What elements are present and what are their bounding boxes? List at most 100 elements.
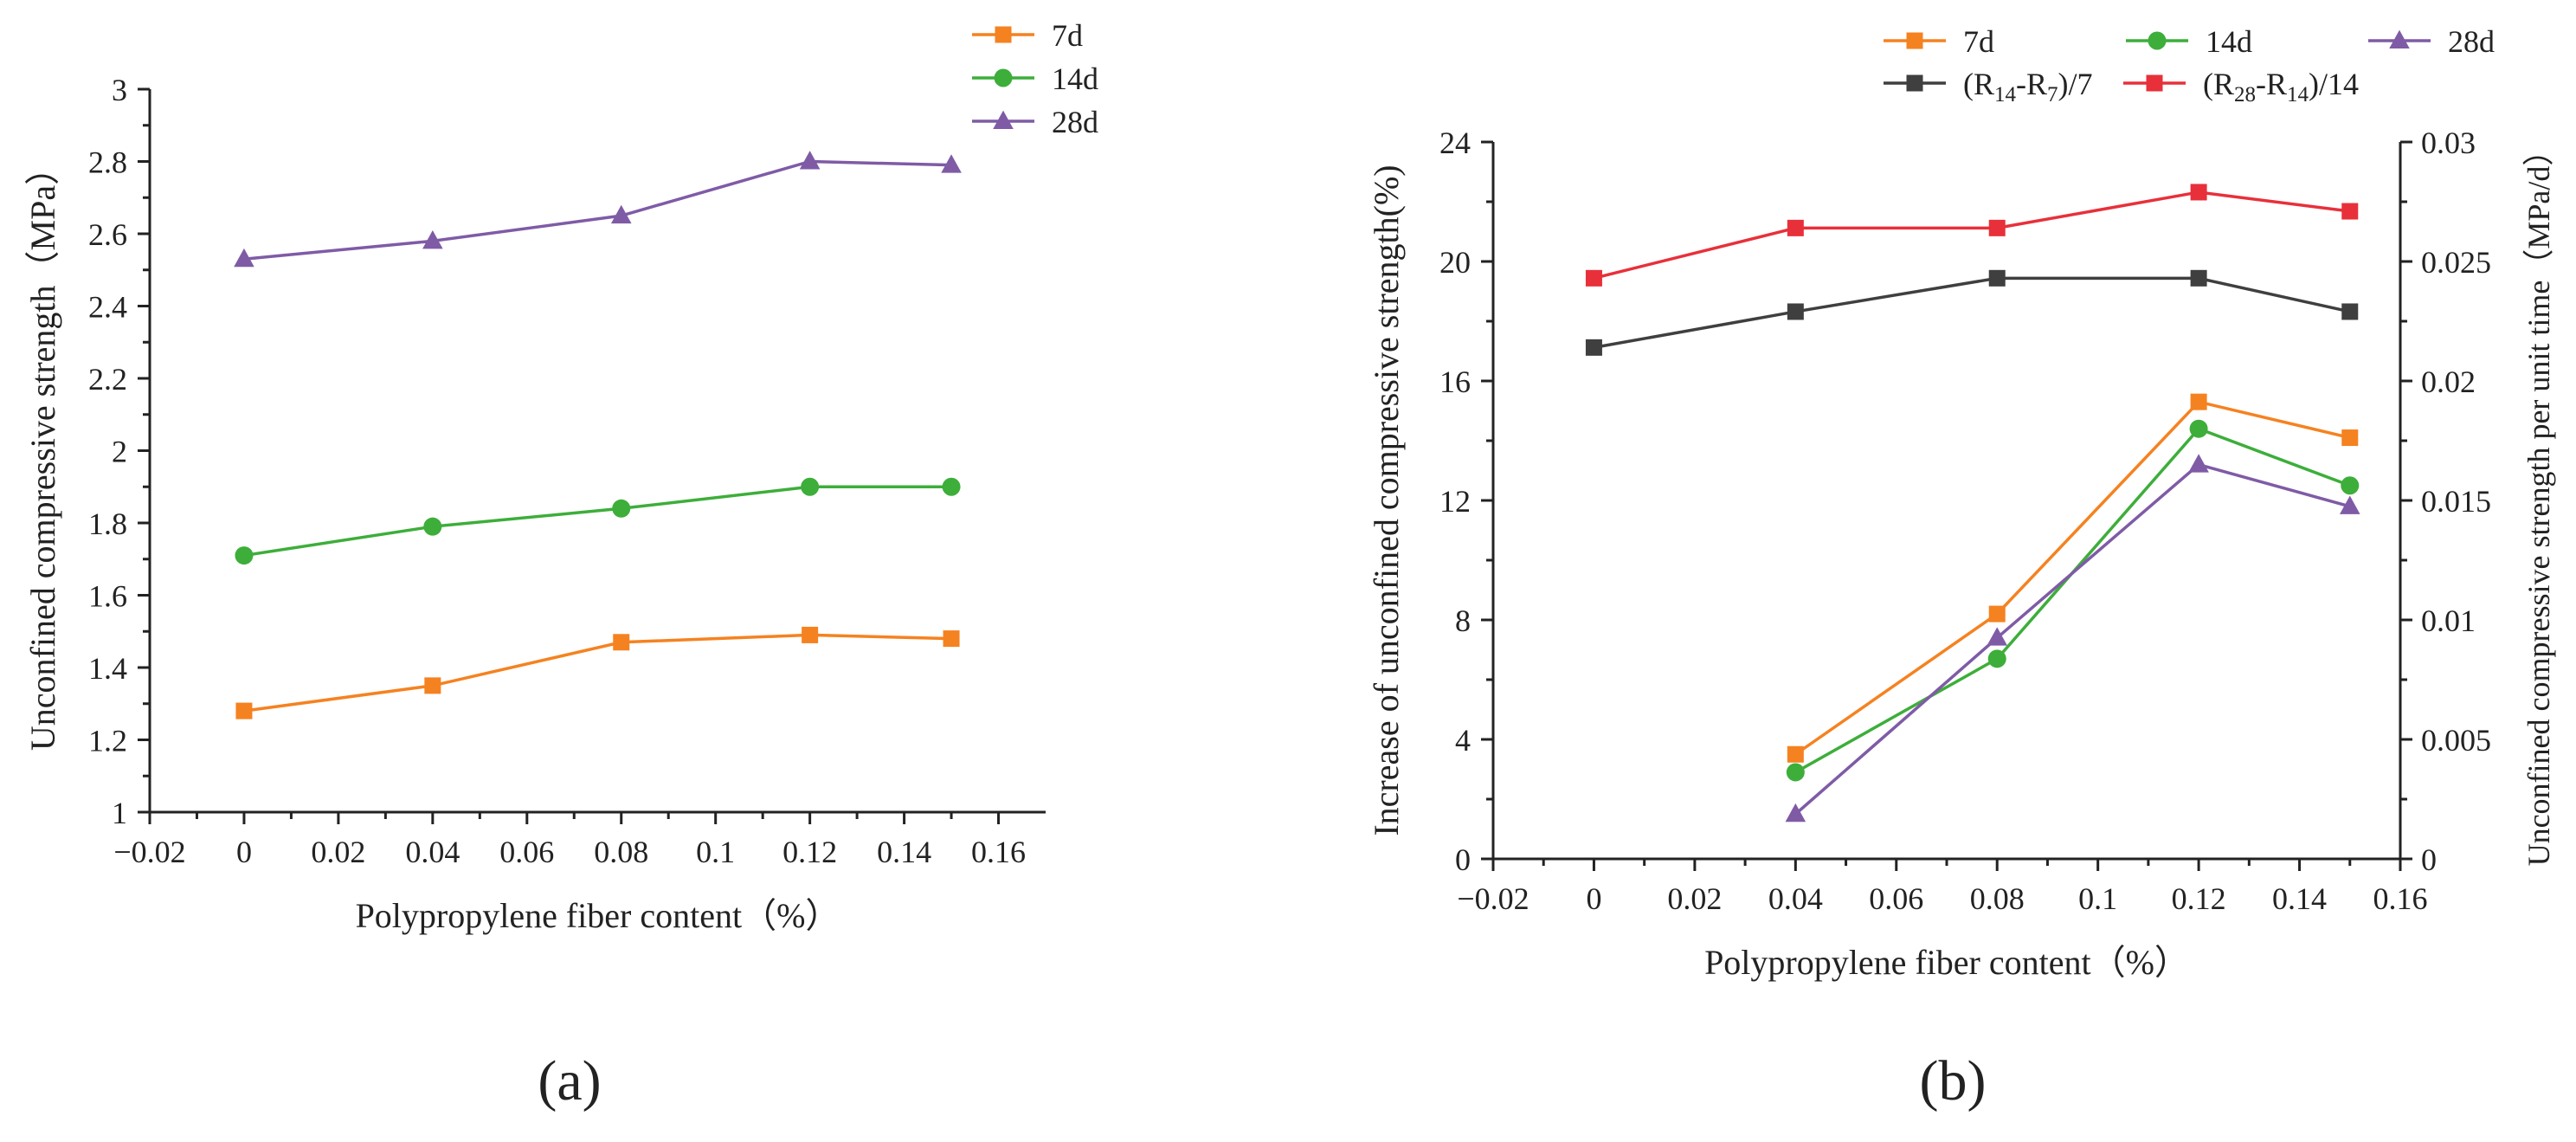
y2-tick-label: 0.005 (2421, 723, 2491, 758)
x-tick-label: 0.16 (971, 835, 1026, 869)
data-point-28d (2339, 495, 2360, 514)
legend-label-part: -R (2256, 67, 2287, 101)
data-point-28d (1785, 803, 1806, 823)
legend-label: 7d (1052, 18, 1083, 53)
series-line-28d (1794, 462, 2351, 816)
x-axis-title: Polypropylene fiber content（%） (356, 896, 840, 935)
x-tick-label: 0 (1586, 881, 1601, 916)
y-tick-label: 20 (1439, 245, 1471, 280)
data-point-(R28-R14)/14 (2341, 203, 2359, 220)
x-tick-label: −0.02 (1457, 881, 1529, 916)
data-point-28d (610, 204, 632, 224)
data-point-7d (424, 677, 441, 694)
x-tick-label: 0.14 (2272, 881, 2327, 916)
x-tick-label: 0.04 (405, 835, 460, 869)
y-tick-label: 1.8 (88, 506, 127, 541)
chart-panel-b: −0.02 0 0.02 0.04 0.06 0.08 0.1 0.12 0.14 0.16 0 4 8… (1367, 24, 2556, 1113)
series-line-7d (1794, 400, 2351, 756)
data-point-7d (235, 702, 253, 719)
data-point-(R28-R14)/14 (1585, 269, 1602, 287)
legend-label: 28d (1052, 105, 1098, 139)
x-tick-label: 0.12 (782, 835, 837, 869)
data-point-7d (1787, 745, 1804, 763)
data-point-(R14-R7)/7 (2190, 269, 2207, 287)
y2-tick-label: 0.01 (2421, 603, 2476, 638)
legend-marker-7d (1906, 32, 1923, 49)
y-axis-title: Unconfined compressive strength（MPa） (23, 151, 62, 751)
legend-label-part: (R (1963, 67, 1994, 101)
x-axis-title: Polypropylene fiber content（%） (1704, 943, 2189, 982)
y2-axis-title: Unconfined compressive strength per unit… (2521, 135, 2556, 867)
legend-label-part: (R (2203, 67, 2234, 101)
data-point-28d (941, 154, 962, 173)
legend-marker-28d (993, 110, 1014, 129)
y-tick-label: 8 (1455, 603, 1471, 638)
data-point-28d (2188, 454, 2209, 473)
x-tick-label: 0 (236, 835, 252, 869)
legend-label: 14d (2206, 24, 2252, 59)
data-point-7d (802, 626, 819, 643)
legend-label-part: -R (2016, 67, 2047, 101)
legend-label-part: 14 (2287, 83, 2309, 106)
y2-tick-label: 0.02 (2421, 365, 2476, 399)
series-line-(R28-R14)/14 (1594, 190, 2350, 281)
x-tick-label: 0.1 (696, 835, 735, 869)
legend-label-part: 28 (2234, 83, 2256, 106)
data-point-7d (2341, 429, 2359, 447)
data-point-14d (2189, 419, 2208, 438)
y-tick-label: 2.2 (88, 362, 127, 397)
data-point-28d (799, 151, 821, 170)
x-tick-label: 0.06 (1869, 881, 1923, 916)
x-tick-label: 0.02 (311, 835, 365, 869)
data-point-14d (1786, 763, 1805, 782)
x-tick-label: −0.02 (113, 835, 185, 869)
data-point-28d (1987, 627, 2008, 646)
x-tick-label: 0.08 (1970, 881, 2025, 916)
y-tick-label: 2.4 (88, 290, 127, 325)
y-tick-label: 0 (1455, 842, 1471, 877)
y-tick-label: 16 (1439, 365, 1471, 399)
y-axis-title: Increase of unconfined compressive stren… (1367, 165, 1406, 836)
data-point-14d (801, 477, 820, 496)
y-tick-label: 2 (112, 435, 127, 469)
y-tick-label: 12 (1439, 484, 1471, 519)
legend-marker-14d (994, 68, 1013, 87)
data-point-14d (1987, 649, 2006, 668)
y2-tick-label: 0 (2421, 842, 2437, 877)
data-point-14d (423, 517, 442, 536)
data-point-(R14-R7)/7 (1988, 269, 2006, 287)
legend-label: 7d (1963, 24, 1994, 59)
legend-marker-(R14-R7)/7 (1906, 74, 1923, 92)
y2-tick-label: 0.03 (2421, 126, 2476, 160)
legend-marker-(R28-R14)/14 (2146, 74, 2163, 92)
y-tick-label: 1.4 (88, 651, 127, 686)
legend-label: 28d (2448, 24, 2495, 59)
data-point-7d (943, 630, 960, 648)
series-line-28d (243, 159, 952, 261)
series-line-7d (243, 633, 952, 713)
legend-marker-28d (2389, 29, 2410, 48)
legend-label-part: )/7 (2058, 67, 2093, 101)
legend-marker-7d (995, 26, 1012, 43)
data-point-7d (613, 634, 630, 651)
data-point-14d (612, 499, 631, 518)
data-point-(R14-R7)/7 (1787, 303, 1804, 320)
data-point-(R28-R14)/14 (2190, 184, 2207, 201)
chart-panel-a: −0.02 0 0.02 0.04 0.06 0.08 0.1 0.12 0.14 0.16 1 1.… (23, 18, 1098, 1113)
y2-tick-label: 0.025 (2421, 245, 2491, 280)
data-point-14d (235, 546, 254, 565)
data-point-(R14-R7)/7 (1585, 339, 1602, 356)
legend-label-part: 7 (2047, 83, 2058, 106)
series-line-14d (243, 485, 952, 558)
legend-label: 14d (1052, 61, 1098, 96)
data-point-(R28-R14)/14 (1787, 219, 1804, 236)
y-tick-label: 2.6 (88, 217, 127, 252)
y-tick-label: 1.2 (88, 724, 127, 758)
data-point-28d (234, 248, 254, 268)
data-point-7d (2190, 393, 2207, 410)
x-tick-label: 0.14 (877, 835, 931, 869)
series-line-(R14-R7)/7 (1594, 276, 2351, 350)
x-tick-label: 0.08 (594, 835, 648, 869)
